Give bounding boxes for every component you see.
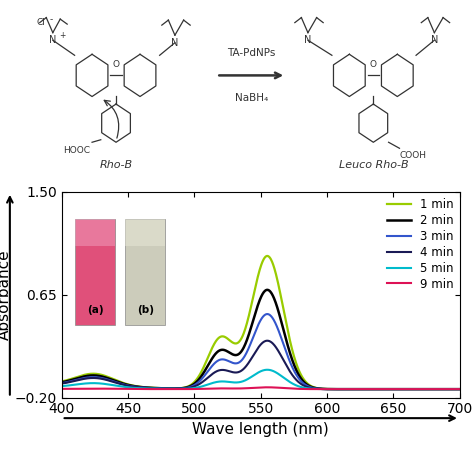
3 min [333,386,338,392]
9 min [333,386,338,392]
Line: 4 min: 4 min [62,340,460,389]
9 min [370,386,375,392]
Text: Leuco Rho-B: Leuco Rho-B [338,160,408,170]
2 min [59,380,64,385]
Line: 5 min: 5 min [62,370,460,389]
4 min [377,386,383,392]
9 min [377,386,383,392]
4 min [220,367,226,372]
9 min [457,386,463,392]
Bar [125,218,165,325]
Y-axis label: Absorbance: Absorbance [0,250,12,340]
1 min [333,386,338,392]
Bar [75,218,115,325]
Text: COOH: COOH [399,151,426,160]
4 min [100,376,105,382]
9 min [234,386,240,391]
9 min [59,386,64,392]
2 min [457,386,463,392]
Line: 3 min: 3 min [62,314,460,389]
Text: N: N [49,35,56,45]
2 min [370,386,375,392]
Text: O: O [370,60,377,69]
Text: Rho-B: Rho-B [100,160,133,170]
2 min [220,347,226,352]
3 min [377,386,383,392]
Text: HOOC: HOOC [64,146,90,155]
Line: 9 min: 9 min [62,387,460,389]
Line: 1 min: 1 min [62,256,460,389]
1 min [100,372,105,378]
Line: 2 min: 2 min [62,290,460,389]
3 min [100,375,105,381]
4 min [457,386,463,392]
1 min [234,340,240,346]
5 min [100,381,105,386]
5 min [370,386,375,392]
3 min [234,361,240,366]
9 min [264,384,270,390]
1 min [264,253,270,259]
X-axis label: Wave length (nm): Wave length (nm) [192,422,329,437]
Text: TA-PdNPs: TA-PdNPs [227,48,275,58]
1 min [370,386,375,392]
Text: N: N [171,38,179,48]
3 min [59,380,64,386]
Text: +: + [59,31,66,40]
5 min [377,386,383,392]
2 min [377,386,383,392]
5 min [333,386,338,392]
5 min [264,367,270,372]
4 min [333,386,338,392]
Text: N: N [304,35,311,45]
Text: O: O [112,60,119,69]
2 min [264,287,270,292]
2 min [234,352,240,358]
Bar [125,218,165,246]
4 min [59,381,64,386]
Text: (b): (b) [137,305,154,315]
Bar [75,218,115,246]
3 min [264,311,270,317]
5 min [59,383,64,389]
5 min [457,386,463,392]
5 min [220,379,226,384]
4 min [264,338,270,343]
Text: -: - [50,16,53,25]
1 min [59,379,64,384]
5 min [234,380,240,385]
4 min [370,386,375,392]
3 min [457,386,463,392]
3 min [370,386,375,392]
9 min [220,386,226,391]
1 min [377,386,383,392]
1 min [220,334,226,339]
Text: (a): (a) [87,305,104,315]
Legend: 1 min, 2 min, 3 min, 4 min, 5 min, 9 min: 1 min, 2 min, 3 min, 4 min, 5 min, 9 min [387,198,454,291]
Text: NaBH₄: NaBH₄ [235,93,268,103]
3 min [220,356,226,362]
9 min [100,386,105,391]
2 min [100,374,105,379]
Text: Cl: Cl [36,18,46,27]
4 min [234,370,240,375]
1 min [457,386,463,392]
2 min [333,386,338,392]
Text: N: N [431,35,438,45]
